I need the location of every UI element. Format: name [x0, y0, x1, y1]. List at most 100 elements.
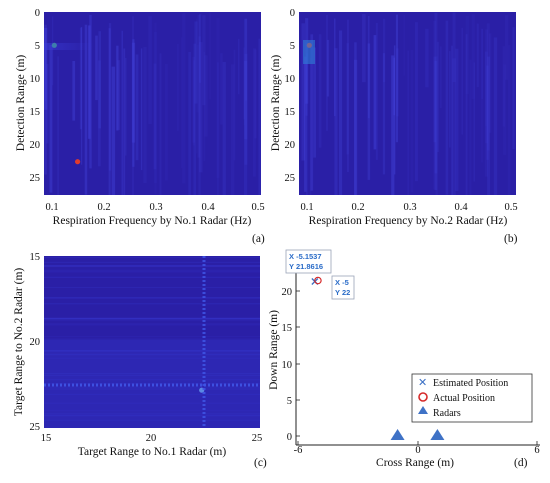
heatmap-cell	[44, 24, 47, 175]
heatmap-cell	[44, 386, 260, 388]
heatmap-cell	[339, 30, 343, 195]
heatmap-cell	[193, 60, 195, 146]
panel-c: 15 20 25 15 20 25 Target Range to No.1 R…	[13, 252, 267, 469]
panel-tag-a: (a)	[252, 233, 265, 245]
legend-triangle-marker-icon	[418, 406, 428, 414]
heatmap-cell	[131, 42, 136, 143]
heatmap-cell	[434, 12, 438, 174]
y-ticks-a: 0 5 10 15 20 25	[30, 8, 41, 184]
heatmap-cell	[44, 261, 260, 263]
heatmap-cell	[111, 66, 116, 195]
y-axis-label-d: Down Range (m)	[268, 310, 280, 390]
heatmap-cell	[455, 48, 459, 192]
y-tick-label: 20	[285, 140, 296, 151]
heatmap-cell	[199, 13, 202, 83]
x-tick-label: 0.2	[351, 202, 364, 213]
heatmap-cell	[373, 35, 377, 150]
heatmap-cell	[44, 388, 260, 390]
heatmap-cell	[425, 28, 429, 88]
heatmap-c-texture	[44, 257, 260, 421]
x-ticks-a: 0.1 0.2 0.3 0.4 0.5	[45, 202, 264, 213]
heatmap-cell	[44, 350, 260, 351]
heatmap-cell	[192, 56, 196, 143]
datatip-actual: X -5 Y 22	[331, 275, 355, 300]
heatmap-cell	[44, 303, 260, 305]
heatmap-cell	[258, 38, 261, 196]
heatmap-cell	[436, 41, 440, 152]
heatmap-cell	[44, 276, 260, 278]
heatmap-cell	[512, 27, 515, 150]
heatmap-cell	[44, 415, 260, 417]
heatmap-cell	[504, 15, 509, 80]
heatmap-cell	[198, 36, 201, 195]
heatmap-b-background	[299, 12, 516, 195]
heatmap-cell	[230, 64, 235, 196]
heatmap-cell	[44, 318, 260, 320]
legend-d: ✕ Estimated Position Actual Position Rad…	[411, 373, 533, 423]
heatmap-cell	[396, 48, 399, 117]
heatmap-cell	[44, 350, 260, 352]
heatmap-cell	[301, 23, 305, 161]
heatmap-cell	[154, 31, 157, 184]
heatmap-cell	[44, 27, 48, 110]
heatmap-cell	[383, 18, 386, 83]
heatmap-cell	[391, 55, 395, 196]
heatmap-cell	[203, 51, 206, 161]
heatmap-cell	[44, 350, 260, 352]
datatip-estimated-box	[285, 249, 332, 274]
x-tick-label: 0.3	[149, 202, 162, 213]
heatmap-cell	[433, 56, 437, 143]
heatmap-cell	[238, 38, 240, 95]
heatmap-a-texture	[44, 12, 261, 196]
y-tick-label: 25	[30, 422, 41, 433]
heatmap-cell	[254, 49, 257, 139]
heatmap-cell	[95, 35, 98, 101]
heatmap-peak	[75, 159, 81, 165]
heatmap-cell	[44, 318, 260, 320]
x-axis-label-b: Respiration Frequency by No.2 Radar (Hz)	[309, 215, 508, 227]
heatmap-cell	[486, 23, 490, 151]
heatmap-cell	[209, 12, 211, 100]
panel-b: 0.1 0.2 0.3 0.4 0.5 0 5 10 15 20 25 Resp…	[270, 8, 518, 245]
heatmap-b-texture	[301, 12, 515, 196]
heatmap-cell	[44, 297, 260, 299]
heatmap-cell	[433, 20, 436, 190]
heatmap-cell	[415, 22, 418, 182]
y-tick-label: 5	[287, 396, 292, 407]
y-tick-label: 0	[290, 8, 295, 19]
heatmap-cell	[435, 56, 438, 196]
heatmap-cell	[451, 45, 453, 196]
heatmap-cell	[117, 60, 120, 130]
heatmap-cell	[159, 53, 162, 195]
heatmap-cell	[87, 25, 91, 139]
heatmap-cell	[182, 13, 186, 184]
radar-marker	[430, 429, 445, 440]
heatmap-c-background	[44, 256, 260, 428]
y-tick-label: 5	[290, 41, 295, 52]
heatmap-cell	[196, 44, 200, 113]
heatmap-cell	[108, 23, 112, 171]
heatmap-cell	[304, 56, 307, 192]
heatmap-cell	[407, 50, 409, 195]
x-tick-label: 0.2	[97, 202, 110, 213]
heatmap-cell	[116, 45, 119, 131]
heatmap-cell	[132, 39, 135, 167]
heatmap-cell	[124, 58, 127, 156]
heatmap-cell	[44, 413, 260, 415]
heatmap-cell	[503, 64, 507, 155]
heatmap-cell	[313, 47, 316, 158]
panel-d: -6 0 6 0 5 10 15 20 Cross Range (m) Down…	[268, 249, 540, 469]
heatmap-cell	[44, 414, 260, 416]
heatmap-cell	[434, 60, 438, 191]
heatmap-cell	[445, 20, 449, 195]
y-tick-label: 25	[285, 173, 296, 184]
heatmap-cell	[244, 53, 248, 165]
heatmap-cell	[97, 60, 101, 167]
heatmap-cell	[222, 62, 226, 195]
heatmap-cell	[44, 354, 260, 356]
heatmap-cell	[487, 56, 491, 195]
heatmap-cell	[44, 317, 260, 319]
heatmap-cell	[44, 324, 260, 326]
heatmap-cell	[188, 52, 191, 195]
heatmap-cell	[252, 48, 256, 177]
